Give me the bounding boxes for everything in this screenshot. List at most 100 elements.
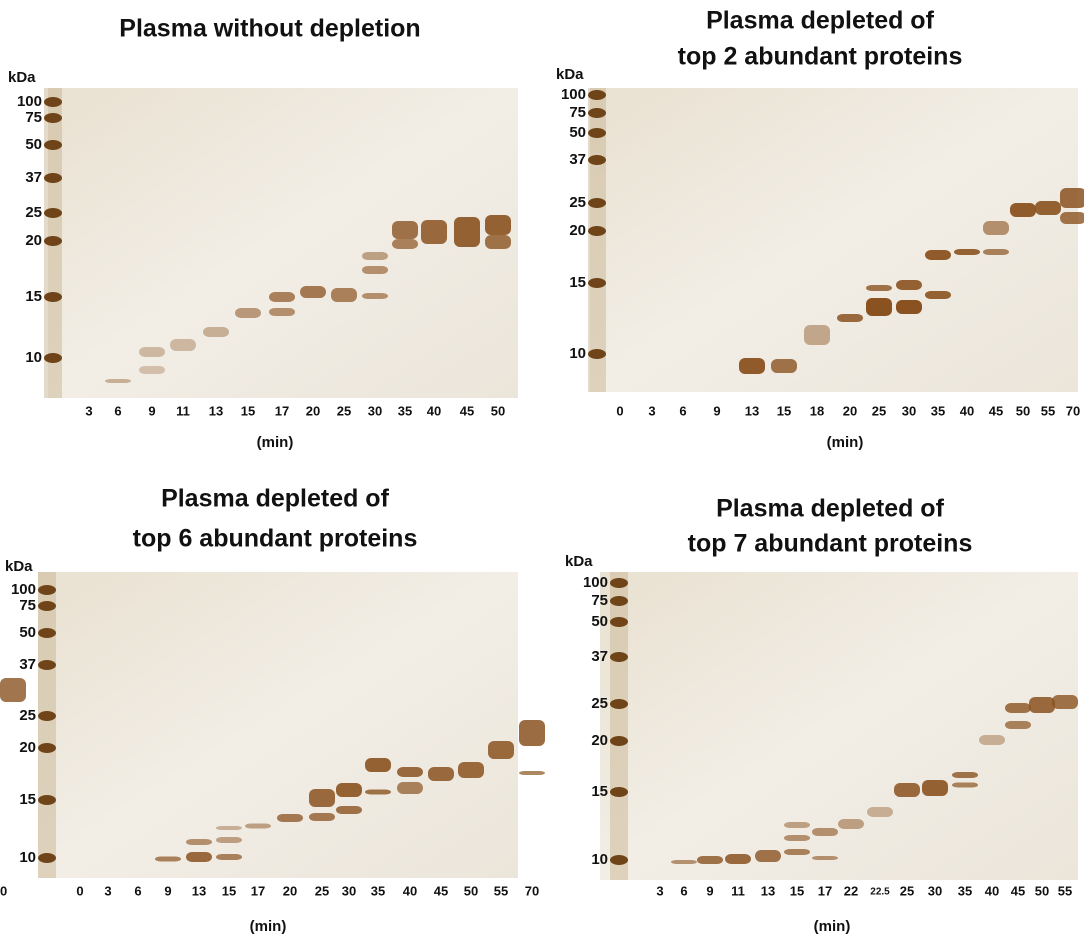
gel-panel: Plasma depleted of top 7 abundant protein… xyxy=(0,495,1078,935)
ladder-band xyxy=(610,617,628,627)
protein-band xyxy=(867,807,893,817)
protein-band xyxy=(105,379,131,383)
gel-image xyxy=(600,572,1078,880)
protein-band xyxy=(983,221,1009,235)
protein-band xyxy=(421,220,447,244)
ladder-band xyxy=(610,652,628,662)
lane-label: 17 xyxy=(251,883,265,898)
panel-title: Plasma without depletion xyxy=(119,15,420,43)
protein-band xyxy=(866,298,892,316)
marker-label: 75 xyxy=(569,104,586,121)
protein-band xyxy=(216,854,242,860)
protein-band xyxy=(362,266,388,274)
protein-band xyxy=(1005,721,1031,729)
protein-band xyxy=(838,819,864,829)
lane-label: 50 xyxy=(464,883,478,898)
x-axis-label: (min) xyxy=(827,434,864,451)
kda-label: kDa xyxy=(8,69,36,86)
lane-label: 9 xyxy=(164,883,171,898)
lane-label: 15 xyxy=(790,883,804,898)
ladder-band xyxy=(44,353,62,363)
protein-band xyxy=(866,285,892,291)
lane-label: 13 xyxy=(761,883,775,898)
lane-label: 13 xyxy=(192,883,206,898)
lane-label: 35 xyxy=(398,403,412,418)
lane-label: 25 xyxy=(872,403,886,418)
ladder-band xyxy=(44,140,62,150)
protein-band xyxy=(784,822,810,828)
ladder-band xyxy=(38,711,56,721)
protein-band xyxy=(488,741,514,759)
gel-image xyxy=(590,88,1078,392)
protein-band xyxy=(300,286,326,298)
protein-band xyxy=(519,720,545,746)
marker-label: 75 xyxy=(19,597,36,614)
lane-label: 50 xyxy=(1016,403,1030,418)
lane-label: 11 xyxy=(176,403,190,418)
lane-label: 35 xyxy=(931,403,945,418)
ladder-band xyxy=(38,853,56,863)
ladder-lane xyxy=(610,572,628,880)
protein-band xyxy=(365,789,391,795)
marker-label: 10 xyxy=(25,349,42,366)
lane-label: 6 xyxy=(134,883,141,898)
protein-band xyxy=(0,678,26,702)
lane-label: 30 xyxy=(342,883,356,898)
lane-label: 25 xyxy=(315,883,329,898)
ladder-band xyxy=(610,596,628,606)
ladder-lane xyxy=(38,572,56,878)
protein-band xyxy=(784,835,810,841)
marker-label: 50 xyxy=(591,613,608,630)
lane-label: 18 xyxy=(810,403,824,418)
ladder-band xyxy=(38,795,56,805)
lane-label: 35 xyxy=(371,883,385,898)
protein-band xyxy=(362,293,388,299)
marker-label: 100 xyxy=(583,574,608,591)
lane-label: 40 xyxy=(403,883,417,898)
lane-label: 17 xyxy=(275,403,289,418)
lane-label: 22.5 xyxy=(870,887,890,898)
lane-label: 50 xyxy=(491,403,505,418)
marker-label: 15 xyxy=(569,274,586,291)
protein-band xyxy=(1035,201,1061,215)
protein-band xyxy=(519,771,545,775)
protein-band xyxy=(771,359,797,373)
ladder-band xyxy=(588,90,606,100)
kda-label: kDa xyxy=(5,558,33,575)
marker-label: 10 xyxy=(591,851,608,868)
protein-band xyxy=(269,292,295,302)
marker-label: 10 xyxy=(19,849,36,866)
protein-band xyxy=(336,783,362,797)
protein-band xyxy=(1010,203,1036,217)
lane-label: 45 xyxy=(989,403,1003,418)
lane-label: 9 xyxy=(713,403,720,418)
protein-band xyxy=(139,366,165,374)
ladder-band xyxy=(38,660,56,670)
lane-label: 20 xyxy=(283,883,297,898)
lane-label: 11 xyxy=(731,883,745,898)
lane-label: 3 xyxy=(648,403,655,418)
protein-band xyxy=(812,828,838,836)
ladder-band xyxy=(610,855,628,865)
protein-band xyxy=(697,856,723,864)
lane-label: 30 xyxy=(368,403,382,418)
protein-band xyxy=(155,856,181,862)
lane-label: 22 xyxy=(844,883,858,898)
protein-band xyxy=(309,813,335,821)
marker-label: 20 xyxy=(591,732,608,749)
marker-label: 15 xyxy=(591,783,608,800)
marker-label: 20 xyxy=(19,739,36,756)
ladder-band xyxy=(588,155,606,165)
protein-band xyxy=(925,250,951,260)
protein-band xyxy=(755,850,781,862)
marker-label: 25 xyxy=(19,707,36,724)
lane-label: 6 xyxy=(679,403,686,418)
lane-label: 15 xyxy=(777,403,791,418)
protein-band xyxy=(896,300,922,314)
protein-band xyxy=(397,767,423,777)
lane-label: 55 xyxy=(1041,403,1055,418)
protein-band xyxy=(392,221,418,239)
lane-label: 6 xyxy=(114,403,121,418)
ladder-band xyxy=(588,226,606,236)
